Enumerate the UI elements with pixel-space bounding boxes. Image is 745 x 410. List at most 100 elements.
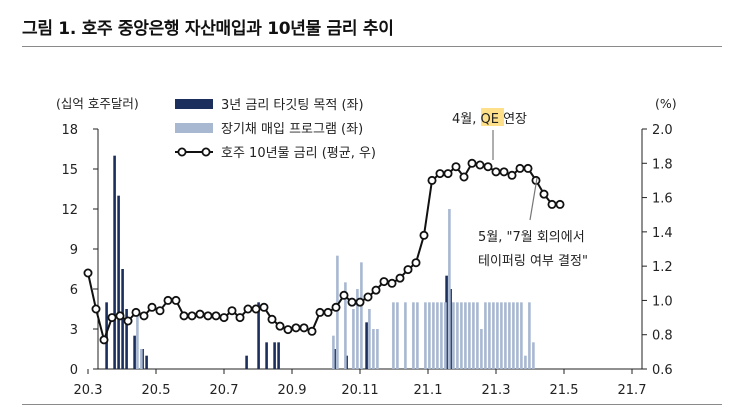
lsap-bar xyxy=(440,302,443,369)
lsap-bar xyxy=(392,302,395,369)
legend-swatch xyxy=(175,123,213,133)
yield-point xyxy=(251,304,261,314)
top-divider xyxy=(22,46,722,47)
x-tick-label: 20.5 xyxy=(142,383,171,398)
yield-point xyxy=(139,311,149,321)
yield-point xyxy=(507,170,517,180)
lsap-bar xyxy=(412,302,415,369)
legend-swatch xyxy=(175,99,213,109)
yield-point xyxy=(171,295,181,305)
left-axis-unit: (십억 호주달러) xyxy=(56,96,139,111)
annotation-part: 연장 xyxy=(499,112,527,127)
yield-point xyxy=(387,278,397,288)
ytc-bar xyxy=(117,195,120,369)
lsap-bar xyxy=(368,309,371,369)
lsap-bar xyxy=(416,302,419,369)
yield-point xyxy=(443,169,453,179)
yield-point xyxy=(203,311,213,321)
yield-point xyxy=(227,306,237,316)
yield-point xyxy=(427,175,437,185)
yield-point xyxy=(467,158,477,168)
legend-label: 장기채 매입 프로그램 (좌) xyxy=(221,122,363,137)
lsap-bar xyxy=(524,355,527,369)
lsap-bar xyxy=(484,302,487,369)
yield-point xyxy=(219,313,229,323)
yield-point xyxy=(283,325,293,335)
lsap-bar xyxy=(344,282,347,369)
qe-highlight xyxy=(481,108,504,126)
yield-point xyxy=(347,297,357,307)
annotation-taper-line: 5월, "7월 회의에서 xyxy=(478,230,585,245)
yield-point xyxy=(315,307,325,317)
lsap-bar xyxy=(444,302,447,369)
yield-point xyxy=(475,160,485,170)
yield-point xyxy=(299,323,309,333)
yield-point xyxy=(187,311,197,321)
annotation-taper-line: 테이퍼링 여부 결정" xyxy=(478,254,588,269)
yield-point xyxy=(211,311,221,321)
ytc-bar xyxy=(125,309,128,369)
yield-point xyxy=(131,307,141,317)
x-tick-label: 21.3 xyxy=(482,383,511,398)
yield-point xyxy=(547,199,557,209)
lsap-bar xyxy=(528,302,531,369)
lsap-bar xyxy=(480,329,483,369)
x-tick-label: 21.5 xyxy=(550,383,579,398)
lsap-bar xyxy=(496,302,499,369)
x-tick-label: 21.7 xyxy=(618,383,647,398)
right-tick-label: 1.4 xyxy=(652,226,673,241)
lsap-bar xyxy=(472,302,475,369)
legend-label: 3년 금리 타깃팅 목적 (좌) xyxy=(221,98,364,113)
yield-point xyxy=(99,335,109,345)
lsap-bar xyxy=(360,262,363,369)
ytc-bar xyxy=(113,155,116,369)
yield-point xyxy=(355,297,365,307)
right-tick-label: 1.8 xyxy=(652,157,673,172)
yield-point xyxy=(107,313,117,323)
figure-title: 그림 1. 호주 중앙은행 자산매입과 10년물 금리 추이 xyxy=(22,19,394,39)
yield-point xyxy=(259,302,269,312)
yield-point xyxy=(155,306,165,316)
lsap-bar xyxy=(376,329,379,369)
x-tick-label: 20.7 xyxy=(210,383,239,398)
lsap-bar xyxy=(488,302,491,369)
markers-layer xyxy=(83,158,565,345)
lsap-bar xyxy=(512,302,515,369)
yield-point xyxy=(411,258,421,268)
x-tick-label: 21.1 xyxy=(414,383,443,398)
right-axis-unit: (%) xyxy=(655,96,677,111)
lsap-bar xyxy=(492,302,495,369)
lsap-bar xyxy=(516,302,519,369)
lsap-bar xyxy=(332,335,335,369)
yield-point xyxy=(331,302,341,312)
yield-point xyxy=(115,311,125,321)
axes-layer: 0 3 6 9 12 15 18 0.6 0.8 1.0 1.2 1.4 1.6 1.8 2.0 20.3 20… xyxy=(56,96,677,398)
legend: 3년 금리 타깃팅 목적 (좌) 장기채 매입 프로그램 (좌) 호주 10년물 금… xyxy=(175,98,376,161)
left-tick-label: 0 xyxy=(70,363,78,378)
lsap-bar xyxy=(460,302,463,369)
lsap-bar xyxy=(452,302,455,369)
lsap-bar xyxy=(456,302,459,369)
ytc-bar xyxy=(277,342,280,369)
yield-point xyxy=(123,316,133,326)
lsap-bar xyxy=(504,302,507,369)
yield-point xyxy=(379,277,389,287)
lsap-bar xyxy=(532,342,535,369)
yield-point xyxy=(435,169,445,179)
right-tick-label: 0.6 xyxy=(652,363,673,378)
yield-point xyxy=(515,163,525,173)
ytc-bar xyxy=(245,355,248,369)
lsap-bar xyxy=(500,302,503,369)
lsap-bar xyxy=(424,302,427,369)
annotation-qe-extension: 4월, QE 연장 xyxy=(452,112,527,127)
lsap-bar xyxy=(448,209,451,369)
yield-point xyxy=(323,307,333,317)
lsap-bar xyxy=(404,302,407,369)
lsap-bar xyxy=(428,302,431,369)
right-tick-label: 1.6 xyxy=(652,192,673,207)
yield-point xyxy=(339,290,349,300)
yield-point xyxy=(459,172,469,182)
yield-point xyxy=(275,321,285,331)
legend-label: 호주 10년물 금리 (평균, 우) xyxy=(221,146,376,161)
